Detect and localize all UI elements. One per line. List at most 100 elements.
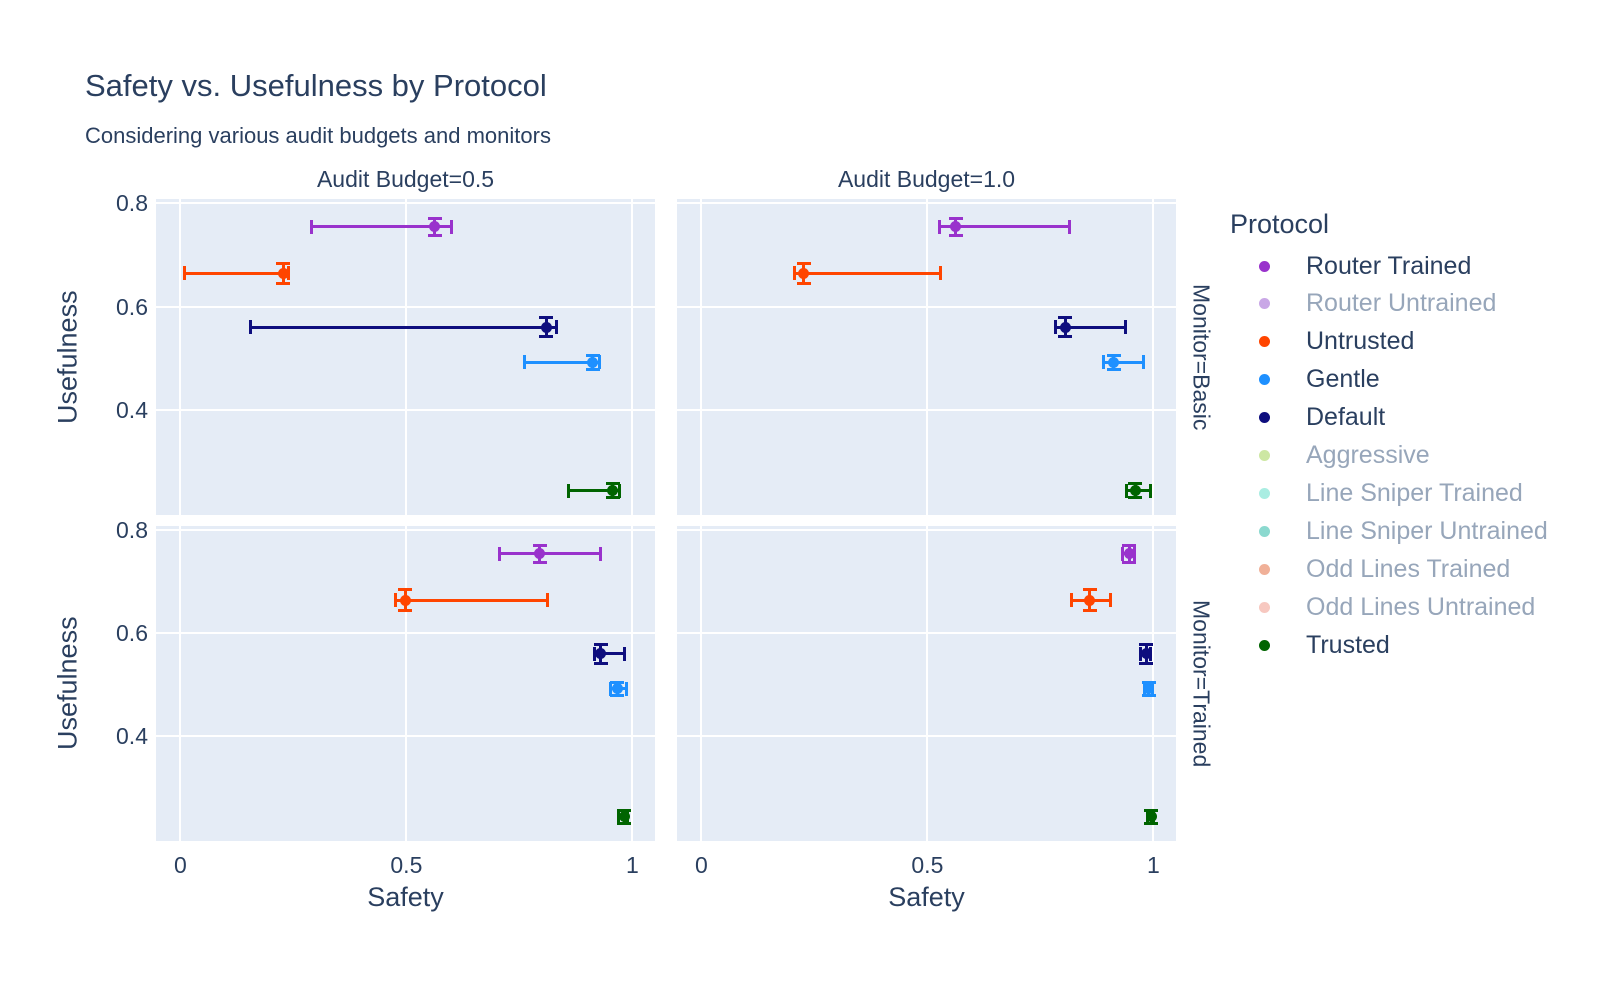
point-router-trained-xerror [939, 225, 1070, 229]
y-gridline [156, 529, 655, 532]
point-default-marker[interactable] [1140, 648, 1152, 660]
legend-item-label: Line Sniper Trained [1306, 478, 1523, 507]
point-untrusted-yerror-cap [1082, 588, 1097, 592]
legend-item-aggressive[interactable]: Aggressive [1250, 437, 1586, 475]
point-untrusted-xerror-cap [1069, 593, 1073, 608]
legend-marker-dot [1259, 450, 1270, 461]
point-default-xerror-cap [622, 646, 626, 661]
point-default-xerror-cap [554, 320, 558, 335]
point-gentle-marker[interactable] [611, 683, 623, 695]
x-gridline [405, 199, 408, 515]
legend-item-trusted[interactable]: Trusted [1250, 626, 1586, 664]
point-router-trained-yerror-cap [532, 544, 547, 548]
point-router-trained-xerror-cap [309, 219, 313, 234]
legend-item-label: Router Untrained [1306, 289, 1497, 318]
point-router-trained-xerror-cap [938, 219, 942, 234]
x-gridline [631, 199, 634, 515]
subplot-budget05-basic[interactable] [156, 199, 655, 515]
chart-subtitle: Considering various audit budgets and mo… [85, 123, 551, 148]
point-router-trained-yerror-cap [948, 233, 963, 237]
legend-item-untrusted[interactable]: Untrusted [1250, 323, 1586, 361]
point-trusted-marker[interactable] [607, 485, 618, 497]
point-default-xerror-cap [248, 320, 252, 335]
point-untrusted-marker[interactable] [798, 267, 810, 279]
y-axis-title-bottom: Usefulness [52, 616, 83, 751]
point-router-trained-marker[interactable] [429, 221, 441, 233]
legend-item-label: Untrusted [1306, 327, 1415, 356]
point-router-trained-yerror-cap [948, 217, 963, 221]
point-untrusted-xerror [794, 271, 941, 275]
point-router-trained-yerror-cap [1122, 560, 1137, 564]
x-gridline [700, 526, 703, 841]
point-default-marker[interactable] [595, 648, 607, 660]
legend-item-line-sniper-trained[interactable]: Line Sniper Trained [1250, 474, 1586, 512]
legend-item-label: Odd Lines Trained [1306, 554, 1511, 583]
point-router-trained-xerror-cap [1121, 546, 1125, 561]
point-gentle-xerror-cap [1141, 355, 1145, 370]
x-tick-label: 0 [695, 852, 708, 878]
y-gridline [156, 409, 655, 411]
legend-marker-dot [1259, 412, 1270, 424]
point-gentle-yerror-cap [585, 367, 600, 371]
point-gentle-marker[interactable] [1143, 683, 1155, 695]
point-trusted-marker[interactable] [1129, 485, 1141, 497]
point-gentle-yerror-cap [1141, 694, 1156, 698]
y-tick-label: 0.4 [116, 723, 148, 750]
point-trusted-xerror [568, 489, 620, 493]
x-gridline [179, 526, 182, 841]
legend-item-default[interactable]: Default [1250, 399, 1586, 437]
point-untrusted-yerror-cap [796, 261, 811, 265]
facet-col-title-budget-05: Audit Budget=0.5 [316, 166, 495, 192]
x-gridline [926, 199, 929, 515]
point-untrusted-xerror-cap [938, 266, 942, 281]
point-router-trained-marker[interactable] [950, 221, 962, 233]
point-router-trained-yerror-cap [1122, 544, 1137, 548]
legend-item-odd-lines-trained[interactable]: Odd Lines Trained [1250, 550, 1586, 588]
legend-item-odd-lines-untrained[interactable]: Odd Lines Untrained [1250, 588, 1586, 626]
point-untrusted-marker[interactable] [1084, 594, 1096, 606]
point-gentle-xerror-cap [598, 355, 602, 370]
point-trusted-yerror-cap [617, 821, 632, 825]
y-tick-label: 0.8 [116, 517, 148, 544]
subplot-budget10-basic[interactable] [677, 199, 1176, 515]
point-gentle-marker[interactable] [1108, 356, 1120, 368]
subplot-budget05-trained[interactable] [156, 526, 655, 841]
chart-title: Safety vs. Usefulness by Protocol [85, 68, 547, 103]
point-router-trained-xerror [499, 552, 601, 556]
point-router-trained-yerror-cap [427, 217, 442, 221]
point-default-marker[interactable] [540, 321, 552, 333]
legend-item-router-untrained[interactable]: Router Untrained [1250, 285, 1586, 323]
point-router-trained-marker[interactable] [1123, 548, 1135, 560]
point-trusted-xerror-cap [1148, 483, 1152, 498]
legend-item-gentle[interactable]: Gentle [1250, 361, 1586, 399]
legend-item-label: Default [1306, 403, 1386, 432]
y-gridline [156, 632, 655, 635]
point-trusted-marker[interactable] [1145, 811, 1157, 823]
point-trusted-marker[interactable] [618, 811, 630, 823]
facet-col-title-budget-10: Audit Budget=1.0 [837, 166, 1016, 192]
point-router-trained-yerror-cap [532, 560, 547, 564]
point-gentle-xerror [1103, 360, 1144, 364]
legend-marker-dot [1259, 563, 1270, 575]
point-router-trained-yerror-cap [427, 233, 442, 237]
x-tick-label: 1 [625, 852, 639, 878]
point-default-marker[interactable] [1059, 321, 1071, 333]
legend-item-label: Odd Lines Untrained [1306, 592, 1536, 621]
point-gentle-xerror-cap [625, 681, 629, 696]
point-default-xerror [1055, 325, 1126, 329]
subplot-budget10-trained[interactable] [677, 526, 1176, 841]
point-untrusted-marker[interactable] [399, 594, 411, 606]
legend-item-router-trained[interactable]: Router Trained [1250, 247, 1586, 285]
point-untrusted-xerror-cap [182, 266, 186, 281]
point-untrusted-yerror-cap [398, 609, 413, 613]
x-gridline [631, 526, 634, 841]
x-gridline [179, 199, 182, 515]
point-gentle-marker[interactable] [587, 356, 599, 368]
point-router-trained-marker[interactable] [534, 548, 546, 560]
legend-item-label: Line Sniper Untrained [1306, 516, 1548, 545]
x-gridline [405, 526, 408, 841]
point-untrusted-marker[interactable] [277, 267, 289, 279]
point-gentle-yerror-cap [1106, 354, 1121, 358]
legend-item-line-sniper-untrained[interactable]: Line Sniper Untrained [1250, 512, 1586, 550]
y-gridline [677, 202, 1176, 205]
